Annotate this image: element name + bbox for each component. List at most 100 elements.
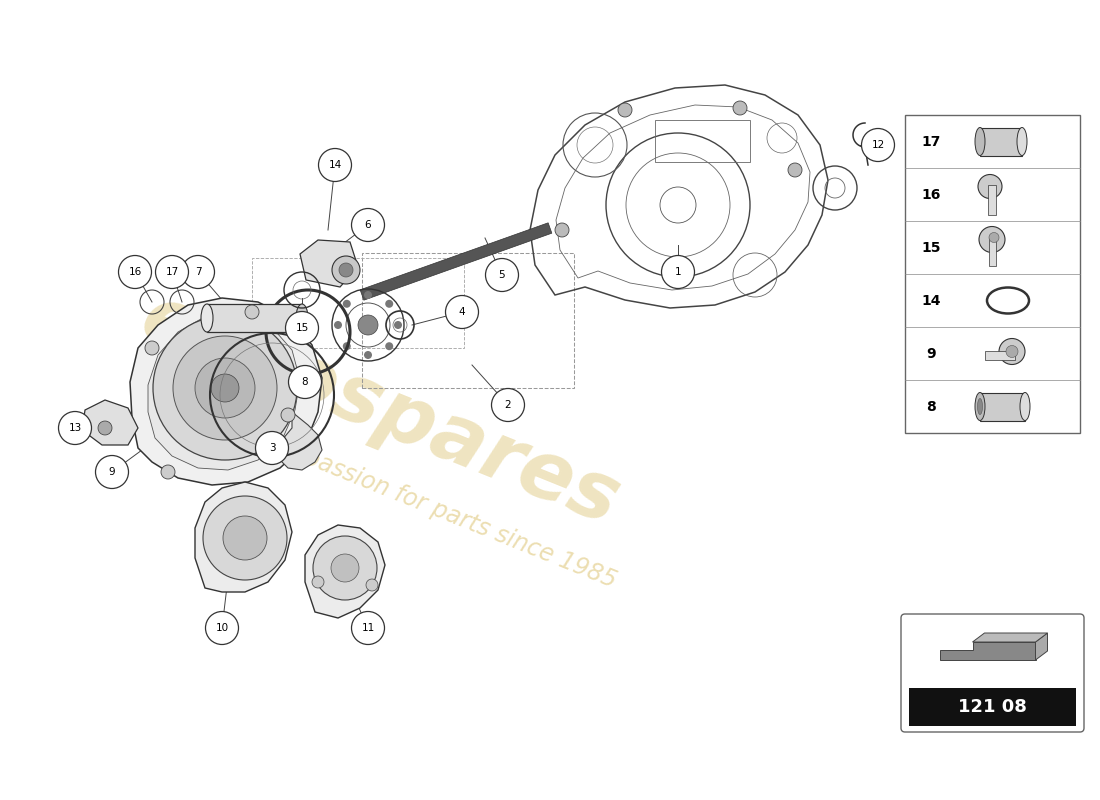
Circle shape: [173, 336, 277, 440]
Circle shape: [332, 256, 360, 284]
Text: 7: 7: [195, 267, 201, 277]
Circle shape: [394, 321, 402, 329]
Ellipse shape: [975, 393, 984, 421]
Text: 14: 14: [329, 160, 342, 170]
Circle shape: [556, 223, 569, 237]
Circle shape: [182, 255, 214, 289]
Circle shape: [119, 255, 152, 289]
Circle shape: [978, 174, 1002, 198]
Text: 2: 2: [505, 400, 512, 410]
Circle shape: [98, 421, 112, 435]
Bar: [980, 393, 1025, 421]
Text: 15: 15: [296, 323, 309, 333]
Text: 9: 9: [109, 467, 116, 477]
Text: 11: 11: [362, 623, 375, 633]
Polygon shape: [360, 223, 552, 300]
Text: 3: 3: [268, 443, 275, 453]
Text: 121 08: 121 08: [958, 698, 1027, 716]
Circle shape: [364, 291, 372, 299]
FancyBboxPatch shape: [901, 614, 1084, 732]
Circle shape: [255, 431, 288, 465]
Polygon shape: [300, 240, 358, 287]
Circle shape: [492, 389, 525, 422]
Bar: [909, 688, 1076, 726]
Bar: [988, 185, 996, 214]
Circle shape: [153, 316, 297, 460]
Circle shape: [96, 455, 129, 489]
Circle shape: [446, 295, 478, 329]
Bar: [980, 127, 1022, 155]
Polygon shape: [972, 633, 1047, 642]
Circle shape: [343, 300, 351, 308]
Circle shape: [204, 496, 287, 580]
Polygon shape: [305, 525, 385, 618]
Circle shape: [280, 408, 295, 422]
Circle shape: [989, 233, 999, 242]
Polygon shape: [130, 298, 322, 485]
Circle shape: [364, 351, 372, 359]
Ellipse shape: [978, 398, 982, 414]
Text: 6: 6: [365, 220, 372, 230]
Ellipse shape: [201, 304, 213, 332]
Circle shape: [314, 536, 377, 600]
Text: 14: 14: [922, 294, 940, 307]
Circle shape: [211, 374, 239, 402]
Text: 17: 17: [922, 134, 940, 149]
Bar: [252, 258, 464, 348]
Ellipse shape: [296, 304, 308, 332]
Circle shape: [358, 315, 378, 335]
Circle shape: [58, 411, 91, 445]
Polygon shape: [1035, 633, 1047, 660]
Ellipse shape: [1020, 393, 1030, 421]
Circle shape: [145, 341, 160, 355]
Text: a passion for parts since 1985: a passion for parts since 1985: [280, 437, 620, 593]
Polygon shape: [148, 310, 300, 470]
Polygon shape: [82, 400, 138, 445]
Circle shape: [788, 163, 802, 177]
Circle shape: [366, 579, 378, 591]
Text: 15: 15: [922, 241, 940, 254]
Circle shape: [385, 300, 393, 308]
Polygon shape: [939, 642, 1035, 660]
Circle shape: [319, 149, 352, 182]
Circle shape: [733, 101, 747, 115]
Circle shape: [1006, 346, 1018, 358]
Bar: [654, 120, 750, 162]
Circle shape: [618, 103, 632, 117]
Text: 16: 16: [129, 267, 142, 277]
Bar: [984, 350, 1015, 359]
Circle shape: [334, 321, 342, 329]
Text: 12: 12: [871, 140, 884, 150]
Text: 8: 8: [926, 399, 936, 414]
Circle shape: [245, 305, 258, 319]
Text: 1: 1: [674, 267, 681, 277]
Ellipse shape: [1018, 127, 1027, 155]
Text: 4: 4: [459, 307, 465, 317]
Text: 17: 17: [165, 267, 178, 277]
Circle shape: [343, 342, 351, 350]
Circle shape: [661, 255, 694, 289]
Text: 5: 5: [498, 270, 505, 280]
Circle shape: [352, 611, 385, 645]
Circle shape: [485, 258, 518, 291]
Polygon shape: [278, 412, 322, 470]
Bar: [362, 253, 574, 388]
Text: 13: 13: [68, 423, 81, 433]
Ellipse shape: [975, 127, 984, 155]
Text: 9: 9: [926, 346, 936, 361]
Circle shape: [155, 255, 188, 289]
Circle shape: [312, 576, 324, 588]
Circle shape: [161, 465, 175, 479]
Circle shape: [385, 342, 393, 350]
Text: 10: 10: [216, 623, 229, 633]
Polygon shape: [195, 482, 292, 592]
Circle shape: [195, 358, 255, 418]
Bar: [905, 115, 1080, 433]
Circle shape: [331, 554, 359, 582]
Bar: [207, 304, 302, 332]
Circle shape: [223, 516, 267, 560]
Circle shape: [339, 263, 353, 277]
Text: eurospares: eurospares: [130, 278, 630, 542]
Circle shape: [288, 366, 321, 398]
Text: 16: 16: [922, 187, 940, 202]
